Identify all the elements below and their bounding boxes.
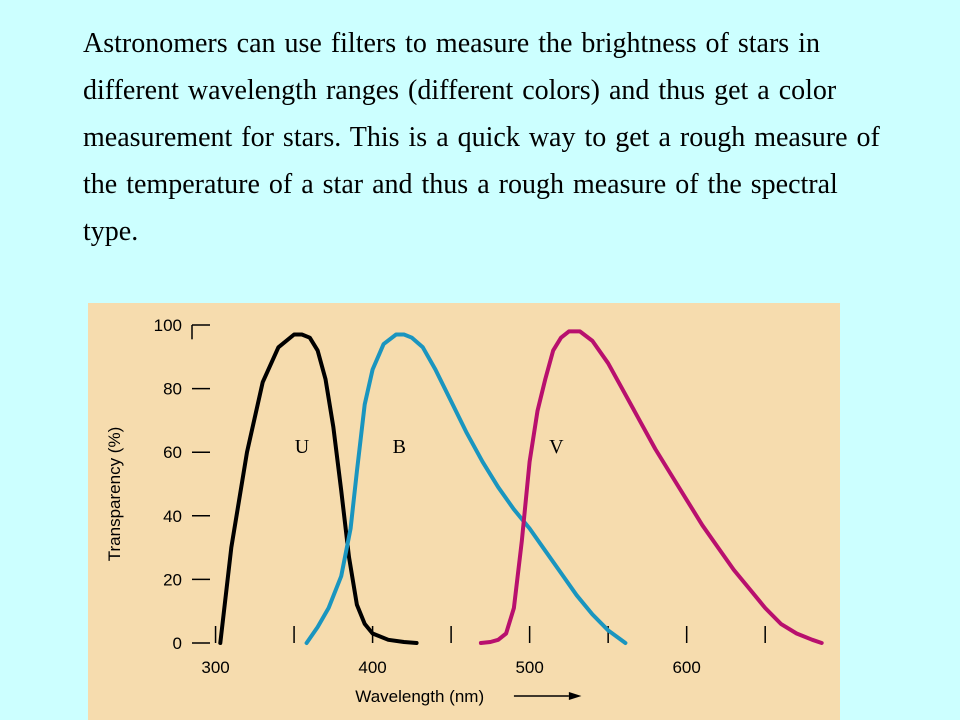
series-line-U — [218, 332, 419, 645]
filter-transparency-chart: 0 20 40 60 80 100 300 400 500 600 Wavelength (nm) T… — [88, 303, 840, 720]
chart-svg: 0 20 40 60 80 100 300 400 500 600 Wavelength (nm) T… — [105, 316, 824, 706]
caption-text: Astronomers can use filters to measure t… — [83, 28, 880, 247]
series-line-B — [304, 332, 628, 645]
x-axis-arrow-head — [568, 692, 582, 700]
x-tick-label-600: 600 — [672, 658, 700, 677]
series-label-U: U — [295, 436, 310, 458]
y-tick-label-100: 100 — [154, 316, 182, 335]
x-tick-label-300: 300 — [201, 658, 229, 677]
x-tick-label-500: 500 — [515, 658, 543, 677]
y-tick-label-0: 0 — [173, 634, 182, 653]
x-axis-title: Wavelength (nm) — [355, 687, 484, 706]
series-line-V — [478, 329, 824, 645]
y-tick-label-60: 60 — [163, 443, 182, 462]
y-tick-label-40: 40 — [163, 507, 182, 526]
series-label-V: V — [549, 436, 564, 458]
y-axis-title: Transparency (%) — [105, 427, 124, 561]
y-tick-label-20: 20 — [163, 570, 182, 589]
y-tick-label-80: 80 — [163, 380, 182, 399]
series-label-B: B — [393, 436, 406, 458]
x-tick-label-400: 400 — [358, 658, 386, 677]
